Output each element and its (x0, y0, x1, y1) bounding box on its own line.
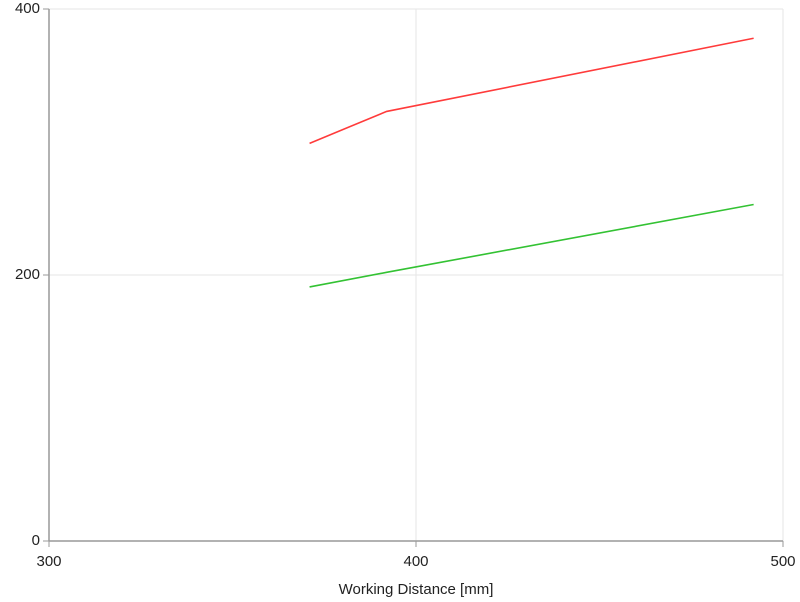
y-tick-label: 400 (15, 0, 40, 17)
y-tick-label: 200 (15, 266, 40, 283)
series-line (309, 203, 754, 288)
x-tick-label: 400 (403, 553, 428, 570)
x-axis-label: Working Distance [mm] (339, 581, 494, 598)
y-tick-label: 0 (32, 532, 40, 549)
series-line (309, 37, 754, 145)
x-tick-label: 500 (770, 553, 795, 570)
x-tick-label: 300 (36, 553, 61, 570)
